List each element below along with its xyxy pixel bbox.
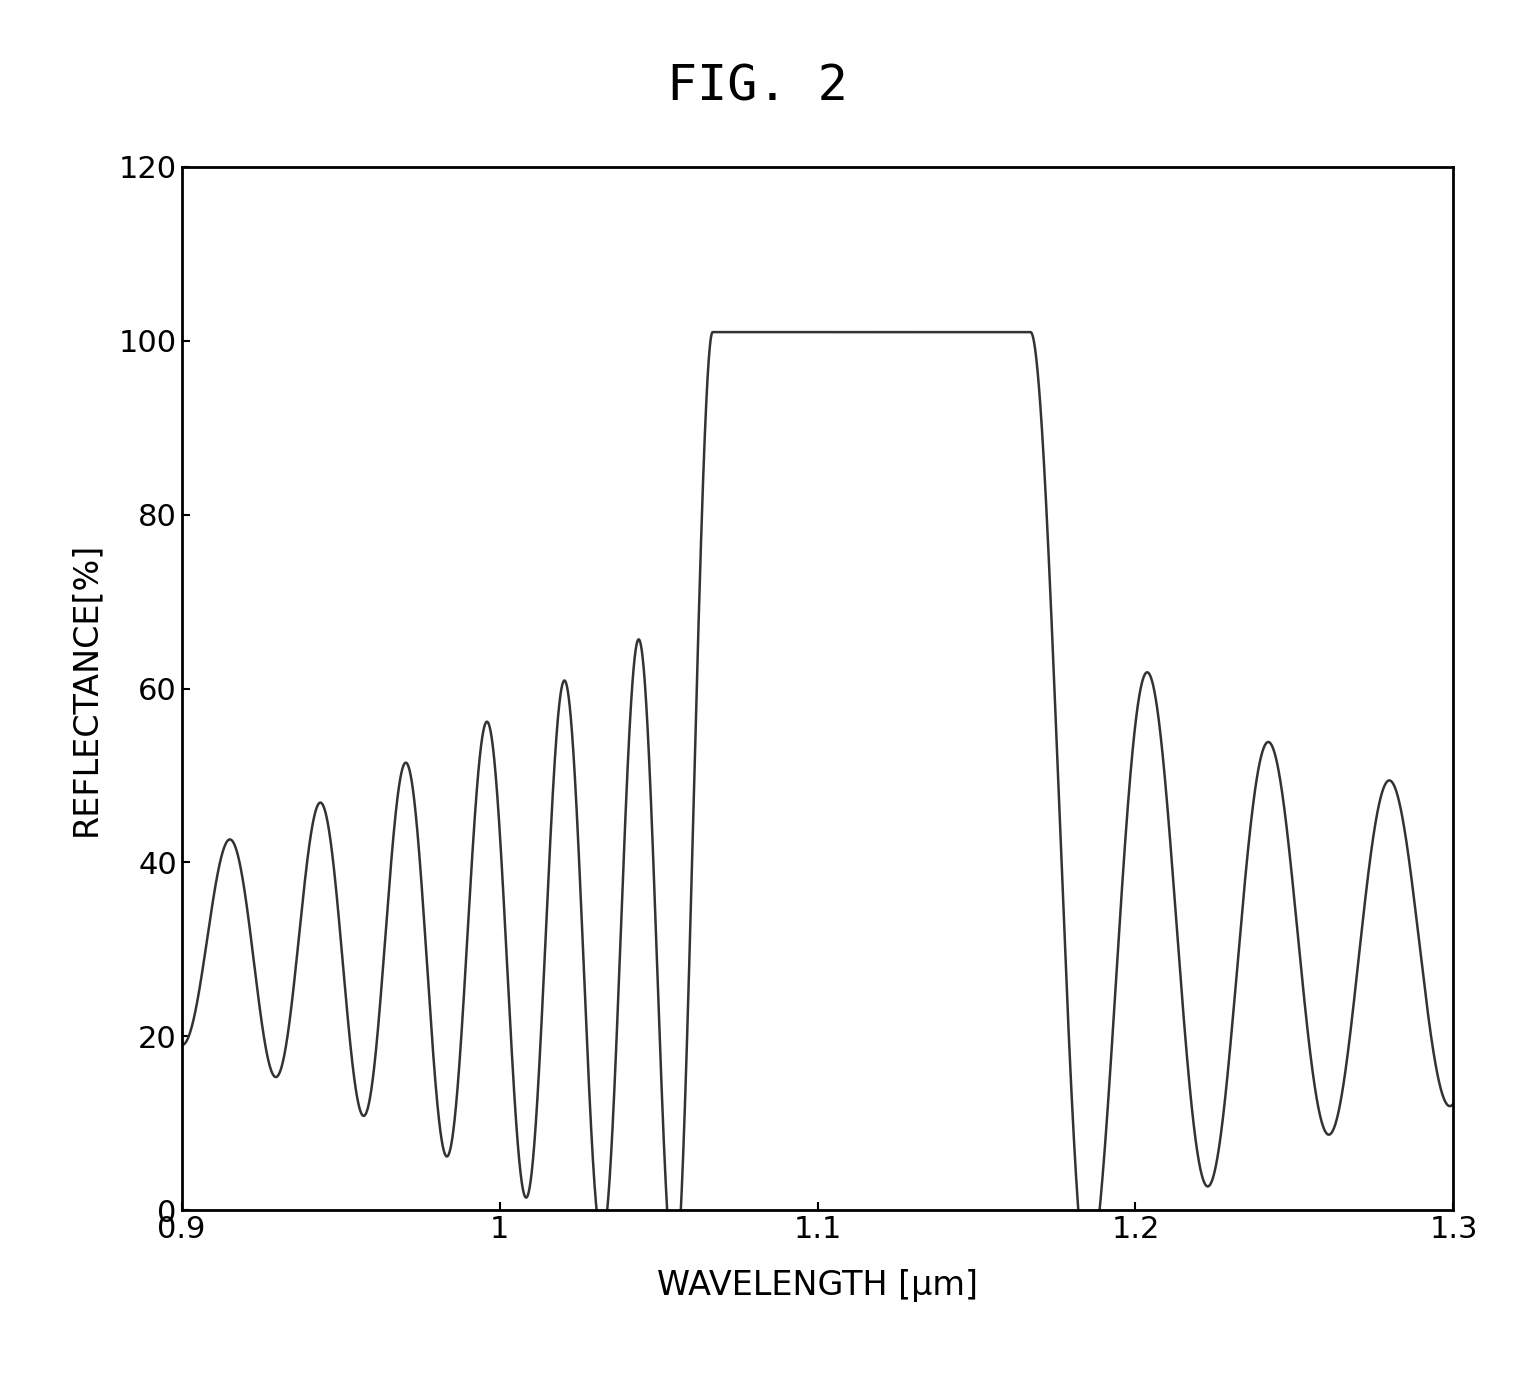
Text: FIG. 2: FIG. 2 (666, 63, 848, 111)
Y-axis label: REFLECTANCE[%]: REFLECTANCE[%] (70, 541, 101, 836)
X-axis label: WAVELENGTH [μm]: WAVELENGTH [μm] (657, 1269, 978, 1302)
